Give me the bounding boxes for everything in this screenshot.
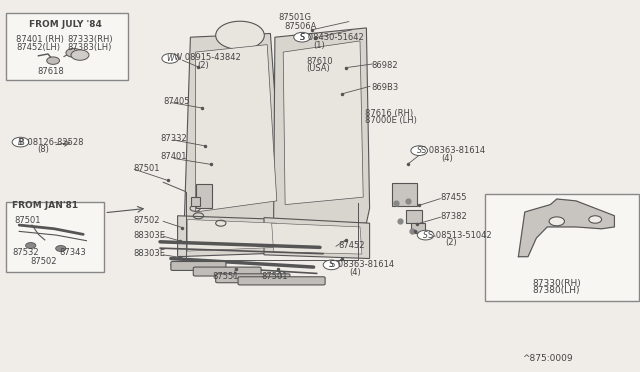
Text: 87501G: 87501G xyxy=(278,13,312,22)
Text: (4): (4) xyxy=(349,268,360,277)
Polygon shape xyxy=(184,33,283,231)
Circle shape xyxy=(12,137,29,147)
Text: 87502: 87502 xyxy=(31,257,57,266)
Text: 86982: 86982 xyxy=(371,61,398,70)
Polygon shape xyxy=(283,41,364,205)
FancyBboxPatch shape xyxy=(216,274,290,283)
Circle shape xyxy=(26,243,36,248)
Bar xyxy=(191,197,200,206)
Circle shape xyxy=(162,54,179,63)
Circle shape xyxy=(323,260,340,270)
Text: (USA): (USA) xyxy=(306,64,330,73)
FancyBboxPatch shape xyxy=(193,267,261,276)
Text: S: S xyxy=(417,146,422,155)
Polygon shape xyxy=(264,218,370,259)
Bar xyxy=(411,223,425,232)
Text: 87000E (LH): 87000E (LH) xyxy=(365,116,417,125)
Text: 87618: 87618 xyxy=(37,67,64,76)
Text: FROM JULY '84: FROM JULY '84 xyxy=(29,20,102,29)
Polygon shape xyxy=(274,28,370,223)
Bar xyxy=(196,184,212,208)
Text: 87532: 87532 xyxy=(13,248,40,257)
Text: 869B3: 869B3 xyxy=(371,83,399,92)
Circle shape xyxy=(216,21,264,49)
Text: S 08363-81614: S 08363-81614 xyxy=(421,146,485,155)
Text: S 08513-51042: S 08513-51042 xyxy=(428,231,491,240)
Polygon shape xyxy=(187,219,277,251)
Text: 87452: 87452 xyxy=(338,241,364,250)
Text: 87610: 87610 xyxy=(306,57,333,66)
Text: (2): (2) xyxy=(445,238,456,247)
Text: (8): (8) xyxy=(37,145,49,154)
Circle shape xyxy=(417,230,434,240)
Text: 87502: 87502 xyxy=(133,216,159,225)
Circle shape xyxy=(294,32,310,42)
Circle shape xyxy=(66,48,81,57)
Circle shape xyxy=(71,50,89,60)
Circle shape xyxy=(589,216,602,223)
Text: FROM JAN'81: FROM JAN'81 xyxy=(12,201,77,210)
Text: S: S xyxy=(300,33,305,42)
FancyBboxPatch shape xyxy=(238,277,325,285)
Bar xyxy=(485,194,639,301)
Text: 87330(RH): 87330(RH) xyxy=(532,279,581,288)
Text: 87382: 87382 xyxy=(440,212,467,221)
Bar xyxy=(392,183,417,206)
Text: 87333(RH): 87333(RH) xyxy=(67,35,113,44)
Bar xyxy=(406,210,422,223)
Text: 88303E: 88303E xyxy=(133,249,165,258)
Text: B 08126-82528: B 08126-82528 xyxy=(19,138,84,147)
Text: 87401 (RH): 87401 (RH) xyxy=(16,35,64,44)
Text: 87501: 87501 xyxy=(133,164,159,173)
Text: 87405: 87405 xyxy=(163,97,189,106)
Text: 87332: 87332 xyxy=(160,134,187,143)
Polygon shape xyxy=(196,45,277,212)
Text: W: W xyxy=(166,54,174,63)
Circle shape xyxy=(549,217,564,226)
Text: 87401: 87401 xyxy=(160,153,186,161)
Circle shape xyxy=(47,57,60,64)
Text: 87501: 87501 xyxy=(261,272,287,280)
Text: 87452(LH): 87452(LH) xyxy=(16,43,60,52)
Text: S: S xyxy=(423,231,428,240)
Text: ^875:0009: ^875:0009 xyxy=(522,355,572,363)
Text: (1): (1) xyxy=(314,41,325,50)
FancyBboxPatch shape xyxy=(171,262,226,270)
Bar xyxy=(6,13,128,80)
Text: S 08430-51642: S 08430-51642 xyxy=(300,33,364,42)
Text: 87383(LH): 87383(LH) xyxy=(67,43,111,52)
Polygon shape xyxy=(272,223,362,254)
Polygon shape xyxy=(177,216,283,257)
Text: S 08363-81614: S 08363-81614 xyxy=(330,260,394,269)
Text: 87551: 87551 xyxy=(212,272,239,280)
Text: 87616 (RH): 87616 (RH) xyxy=(365,109,413,118)
Text: S: S xyxy=(329,260,334,269)
Circle shape xyxy=(56,246,66,251)
Circle shape xyxy=(411,146,428,155)
Text: W 08915-43842: W 08915-43842 xyxy=(174,53,241,62)
Text: (2): (2) xyxy=(197,61,209,70)
Text: 87380(LH): 87380(LH) xyxy=(532,286,580,295)
Polygon shape xyxy=(518,199,614,257)
Text: B: B xyxy=(18,138,23,147)
Text: 88303E: 88303E xyxy=(133,231,165,240)
Text: 87455: 87455 xyxy=(440,193,467,202)
Text: 87501: 87501 xyxy=(14,216,40,225)
Text: 87506A: 87506A xyxy=(285,22,317,31)
Text: (4): (4) xyxy=(442,154,453,163)
Text: 87343: 87343 xyxy=(59,248,86,257)
Bar xyxy=(6,202,104,272)
